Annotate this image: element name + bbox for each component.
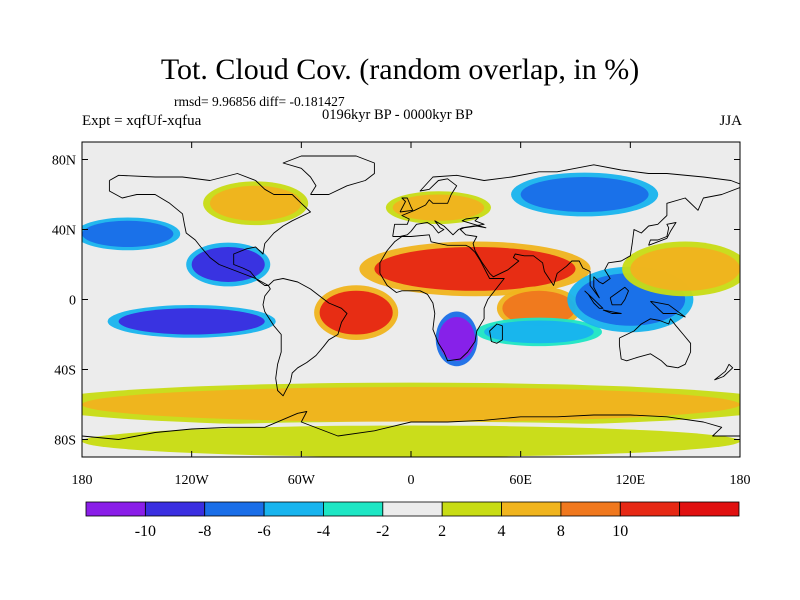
coastline — [399, 197, 414, 213]
lon-tick-label: 0 — [408, 473, 415, 488]
colorbar-label: -10 — [135, 523, 156, 540]
coastline — [602, 309, 622, 314]
colorbar-label: 2 — [438, 523, 446, 540]
lon-tick-label: 120E — [616, 473, 646, 488]
region-cell — [319, 290, 393, 335]
region-cell — [520, 177, 649, 212]
colorbar-label: -4 — [317, 523, 330, 540]
coastline — [82, 411, 740, 440]
stats-text: rmsd= 9.96856 diff= -0.181427 — [174, 94, 345, 109]
colorbar-swatch — [501, 501, 562, 517]
coastlines — [82, 155, 740, 440]
colorbar-swatch — [263, 501, 324, 517]
coastline — [609, 286, 629, 306]
colorbar-label: -2 — [376, 523, 389, 540]
lat-tick-label: 80S — [54, 434, 76, 449]
coastline — [392, 164, 740, 299]
colorbar-swatch — [323, 501, 384, 517]
coastline — [379, 234, 505, 362]
lon-tick-label: 60E — [509, 473, 532, 488]
lon-tick-label: 120W — [175, 473, 210, 488]
colorbar-swatch — [679, 501, 740, 517]
lon-tick-label: 180 — [730, 473, 751, 488]
coastline — [650, 300, 686, 318]
colorbar-label: 8 — [557, 523, 565, 540]
colorbar-swatch — [144, 501, 206, 517]
region-cell — [82, 387, 740, 422]
region-cell — [191, 247, 265, 282]
colorbar: -10 -8 -6 -4 -2 2 4 8 10 — [85, 501, 740, 540]
region-cell — [374, 247, 576, 291]
region-cell — [82, 425, 740, 457]
experiment-label: Expt = xqfUf-xqfua — [82, 113, 202, 129]
coastline — [489, 323, 503, 344]
lat-tick-label: 80N — [52, 154, 76, 169]
region-cell — [630, 247, 740, 291]
lon-tick-label: 180 — [72, 473, 93, 488]
chart-title: Tot. Cloud Cov. (random overlap, in %) — [160, 53, 640, 86]
colorbar-swatch — [204, 501, 265, 517]
colorbar-swatch — [560, 501, 621, 517]
region-cell — [209, 185, 302, 221]
coastline — [648, 222, 677, 246]
colorbar-label: 10 — [612, 523, 628, 540]
region-cell — [502, 290, 576, 326]
lat-tick-label: 40S — [54, 364, 76, 379]
region-cell — [438, 317, 475, 361]
coastline — [618, 318, 692, 369]
colorbar-swatch — [85, 501, 146, 517]
cloud-field — [82, 142, 740, 457]
colorbar-swatch — [619, 501, 681, 517]
region-cell — [484, 320, 594, 344]
axis-ticks: 80N 40N 0 40S 80S 180 120W 60W 0 60E 120E 180 — [52, 142, 751, 488]
lat-tick-label: 40N — [52, 224, 76, 239]
lat-tick-label: 0 — [69, 294, 76, 309]
colorbar-label: -6 — [257, 523, 270, 540]
region-cell — [392, 194, 485, 221]
coastline — [584, 290, 604, 309]
colorbar-swatch — [441, 501, 502, 517]
lon-tick-label: 60W — [288, 473, 316, 488]
colorbar-label: -8 — [198, 523, 211, 540]
period-text: 0196kyr BP - 0000kyr BP — [322, 107, 473, 123]
coastline — [714, 363, 734, 381]
coastline — [262, 278, 348, 397]
coastline — [108, 173, 311, 286]
colorbar-swatch — [382, 501, 443, 517]
region-cell — [118, 308, 265, 335]
season-label: JJA — [719, 113, 742, 129]
coastline — [282, 155, 375, 195]
colorbar-label: 4 — [498, 523, 506, 540]
region-cell — [82, 220, 174, 247]
